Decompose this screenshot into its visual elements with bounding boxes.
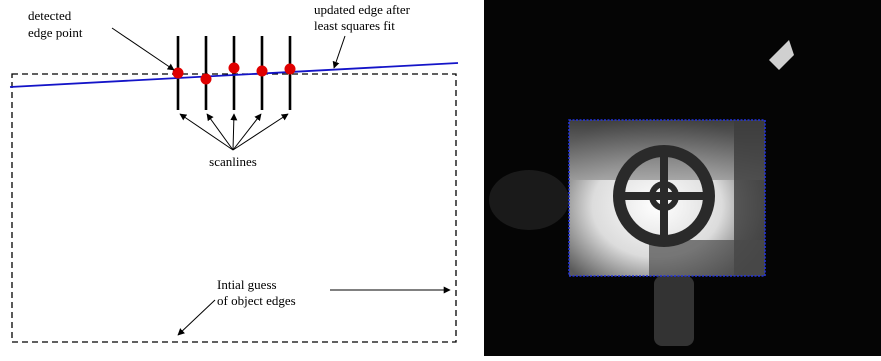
edge-point <box>228 62 240 74</box>
camera-image <box>484 0 881 356</box>
arrow-detected <box>111 27 175 71</box>
valve-wheel <box>613 145 715 247</box>
edge-point <box>256 65 268 77</box>
arrow-scanline <box>232 113 262 151</box>
arrow-initial-left <box>177 299 216 336</box>
edge-point <box>172 67 184 79</box>
label-detected-line2: edge point <box>28 25 83 40</box>
label-detected-line1: detected <box>28 8 72 23</box>
detected-outline <box>568 119 766 277</box>
fitted-edge-line <box>9 62 459 88</box>
edge-fitting-diagram: detected edge point updated edge after l… <box>9 2 459 343</box>
camera-image-render <box>484 0 881 356</box>
edge-point <box>284 63 296 75</box>
edge-point <box>200 73 212 85</box>
label-scanlines: scanlines <box>209 154 257 169</box>
label-initial-line2: of object edges <box>217 293 296 308</box>
label-updated-line2: least squares fit <box>314 18 395 33</box>
label-initial-line1: Intial guess <box>217 277 277 292</box>
arrow-scanline <box>179 113 234 151</box>
arrow-scanline <box>206 113 234 151</box>
arrow-scanline <box>232 113 289 151</box>
label-updated-line1: updated edge after <box>314 2 411 17</box>
arrow-scanline <box>230 113 238 151</box>
arrow-updated <box>332 35 346 69</box>
scanline-arrows <box>179 113 289 151</box>
edge-points <box>172 62 296 85</box>
